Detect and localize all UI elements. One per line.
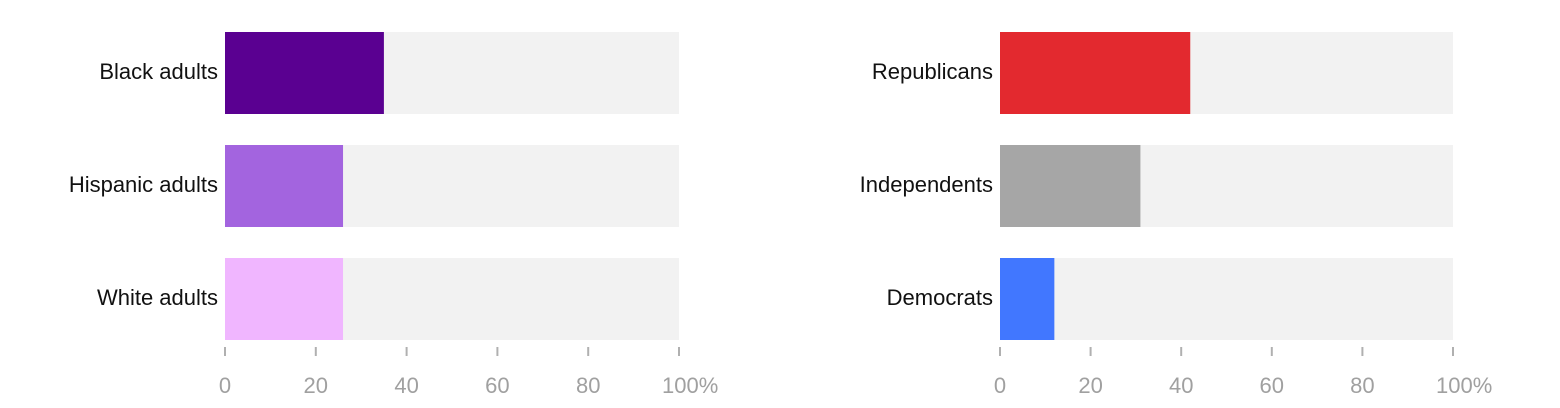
bar [1000, 145, 1141, 227]
x-tick-label: 80 [1350, 373, 1374, 398]
bar [225, 145, 344, 227]
category-label: Democrats [887, 285, 993, 310]
bar [1000, 258, 1055, 340]
x-tick-label: 80 [576, 373, 600, 398]
x-tick-label: 20 [304, 373, 328, 398]
category-label: Independents [860, 172, 993, 197]
category-label: Black adults [99, 59, 218, 84]
bar [225, 258, 344, 340]
category-label: White adults [97, 285, 218, 310]
x-tick-label: 0 [219, 373, 231, 398]
x-tick-label: 60 [1260, 373, 1284, 398]
category-label: Republicans [872, 59, 993, 84]
bar-track [1000, 258, 1453, 340]
x-tick-label: 60 [485, 373, 509, 398]
x-tick-label: 20 [1078, 373, 1102, 398]
bar [1000, 32, 1191, 114]
x-tick-label: 40 [1169, 373, 1193, 398]
x-tick-label: 100% [1436, 373, 1492, 398]
x-tick-label: 100% [662, 373, 718, 398]
x-tick-label: 0 [994, 373, 1006, 398]
x-tick-label: 40 [394, 373, 418, 398]
bar [225, 32, 384, 114]
category-label: Hispanic adults [69, 172, 218, 197]
